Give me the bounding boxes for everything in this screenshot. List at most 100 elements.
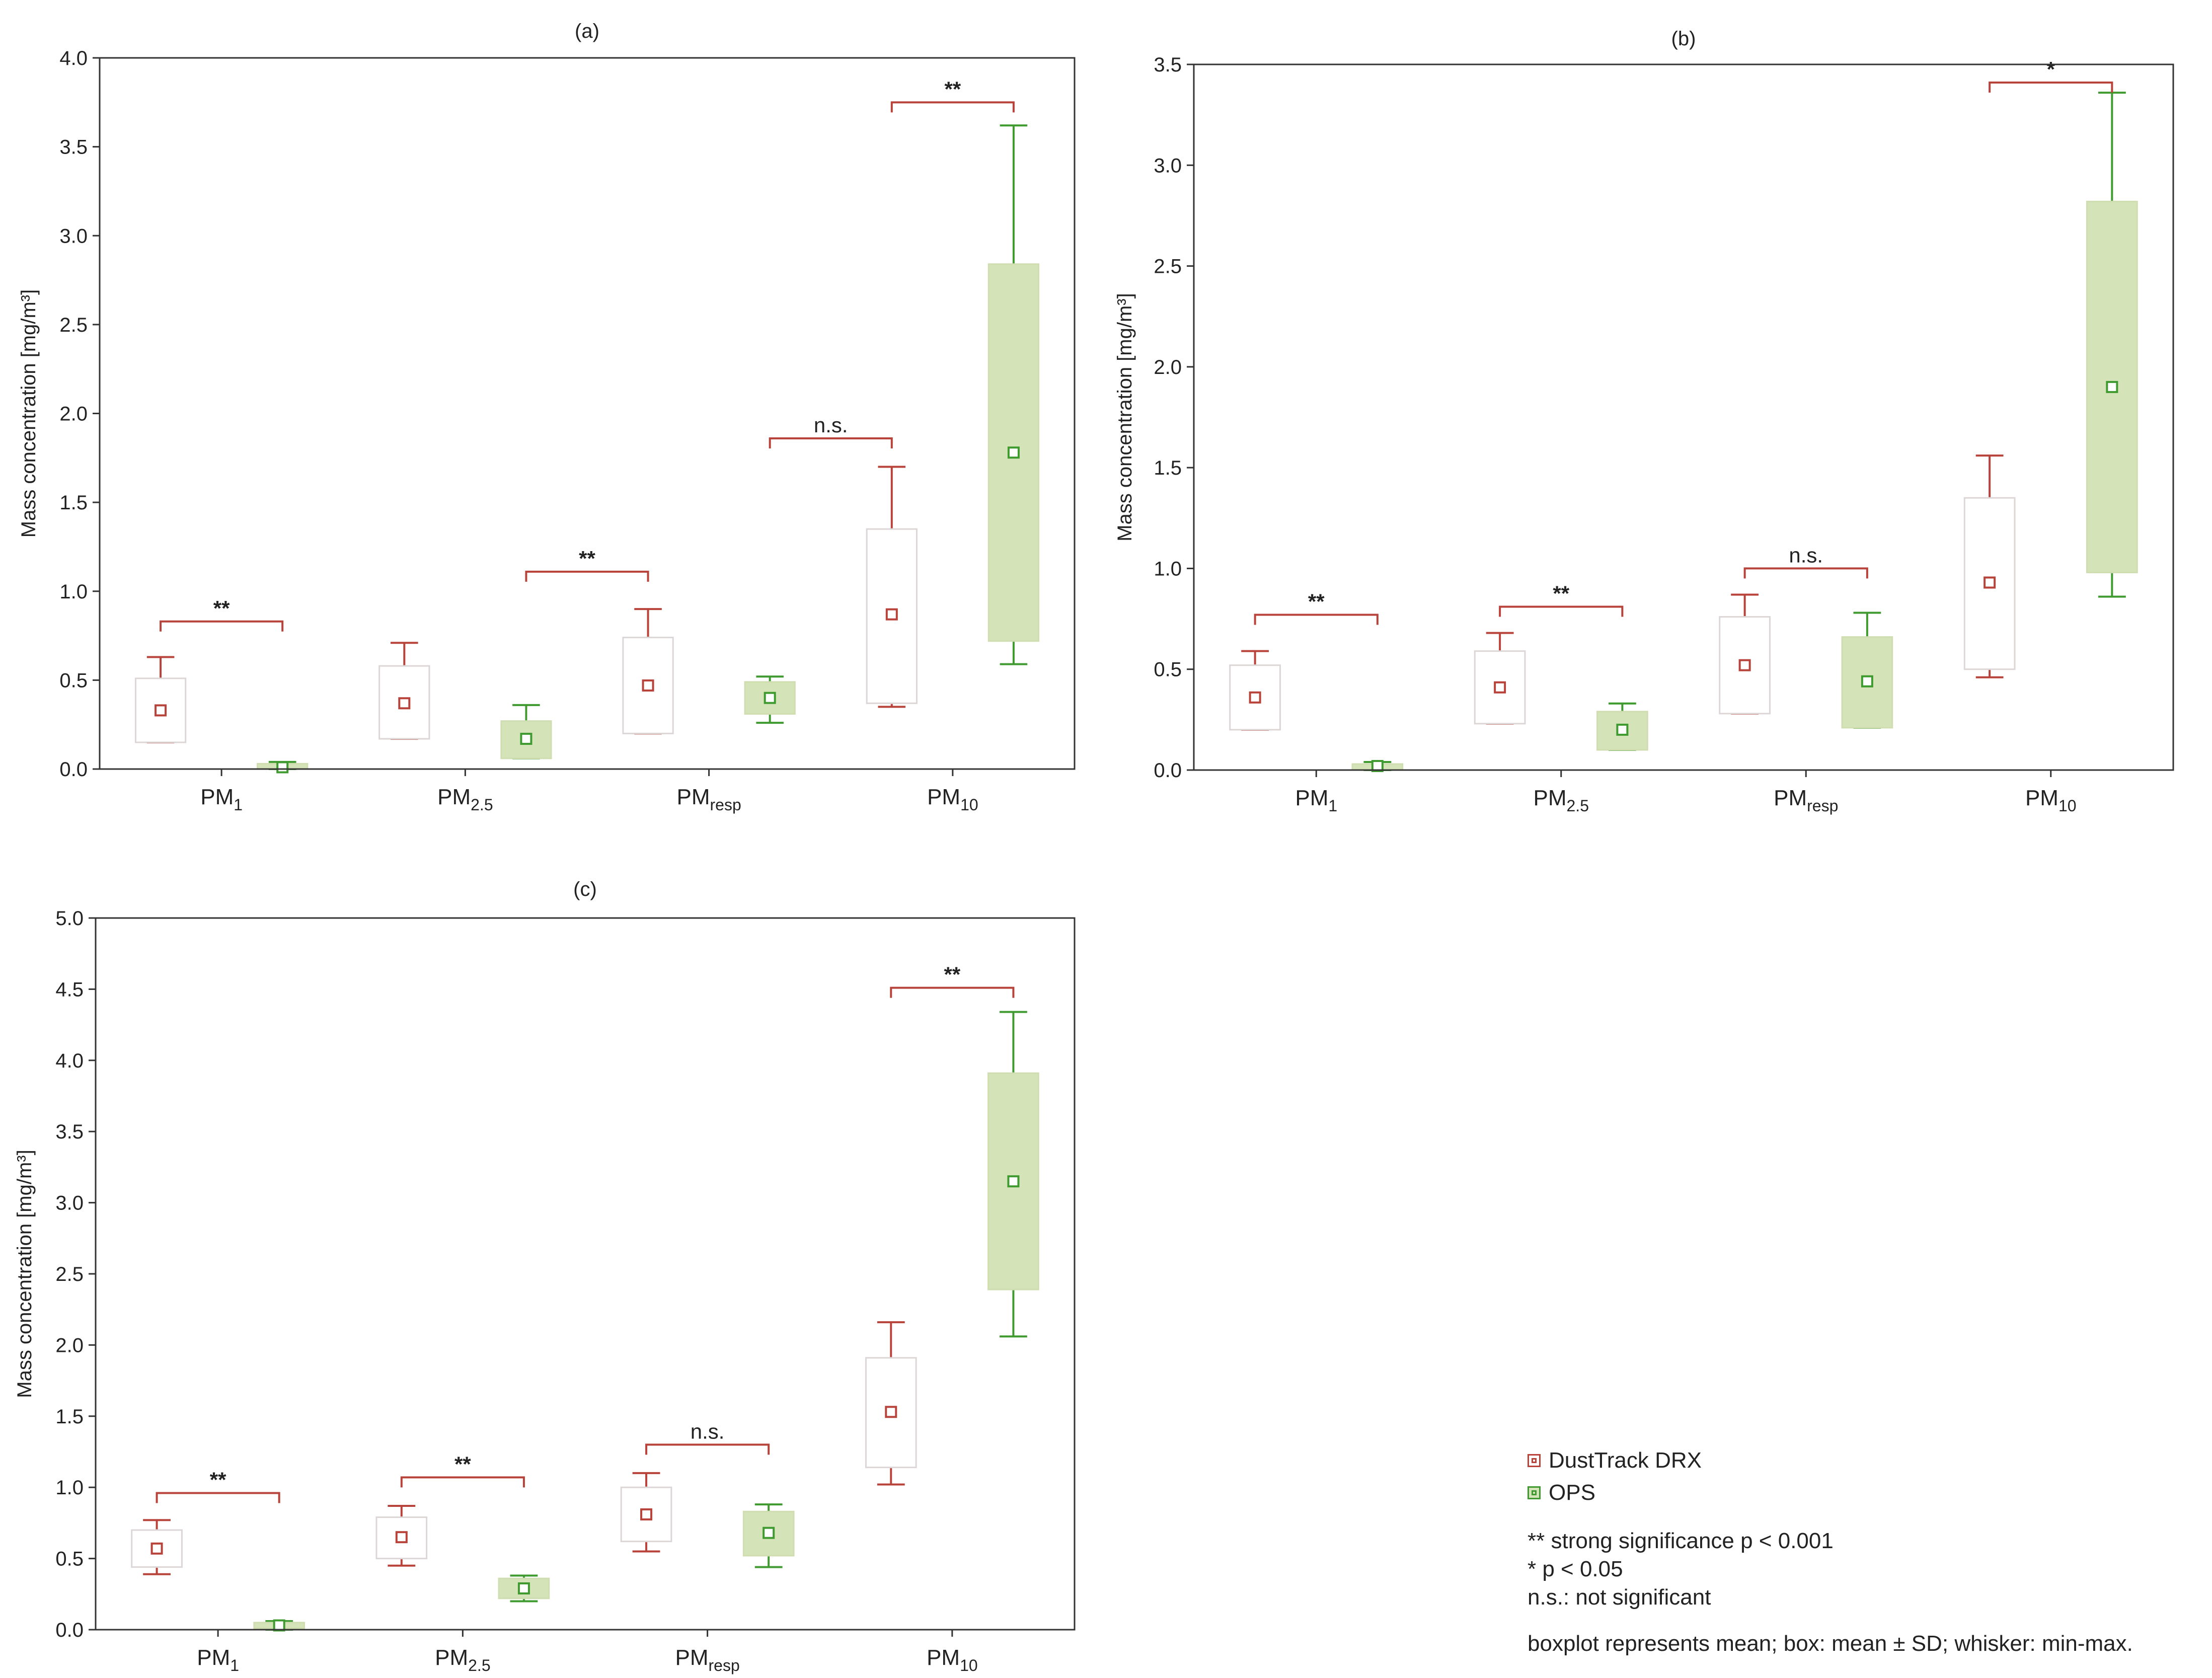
y-tick-label: 3.0 <box>1154 155 1182 177</box>
chart-panel-0: (a) Mass concentration [mg/m³] 0.0 0.5 1.0 1.… <box>18 20 1076 814</box>
y-tick-label: 0.0 <box>55 1619 84 1641</box>
x-tick-label: PMresp <box>1774 786 1838 815</box>
y-axis-label: Mass concentration [mg/m³] <box>1114 293 1136 542</box>
box <box>1841 636 1893 729</box>
legend: DustTrack DRX OPS ** strong significance… <box>1528 1444 2202 1658</box>
significance-bracket <box>769 437 893 448</box>
y-tick-label: 0.0 <box>1154 759 1182 782</box>
x-tick-label: PM1 <box>1295 786 1337 815</box>
significance-bracket <box>890 101 1015 113</box>
plot-frame <box>1193 63 2174 771</box>
mean-marker <box>1984 576 1996 589</box>
mean-marker <box>276 761 289 774</box>
x-tick-label: PMresp <box>677 785 741 814</box>
mean-marker <box>1007 1175 1020 1188</box>
chart-title: (b) <box>1671 28 1696 50</box>
significance-bracket <box>1254 614 1379 625</box>
legend-note-weak: * p < 0.05 <box>1528 1557 1623 1581</box>
legend-swatch-dusttrack <box>1528 1454 1541 1467</box>
y-tick-label: 3.0 <box>59 225 88 247</box>
legend-swatch-ops <box>1528 1486 1541 1499</box>
y-tick-label: 1.0 <box>55 1477 84 1499</box>
significance-bracket <box>525 570 649 582</box>
significance-bracket <box>645 1443 770 1455</box>
mean-marker <box>517 1582 530 1594</box>
mean-marker <box>398 697 411 710</box>
y-axis-label: Mass concentration [mg/m³] <box>18 289 40 538</box>
y-tick-label: 3.5 <box>1154 54 1182 76</box>
mean-marker <box>273 1619 285 1632</box>
significance-bracket <box>160 620 284 632</box>
y-tick-label: 0.0 <box>59 758 88 781</box>
mean-marker <box>150 1542 163 1555</box>
y-tick-label: 1.5 <box>1154 457 1182 479</box>
legend-entry-dusttrack: DustTrack DRX <box>1528 1444 2202 1477</box>
significance-label: * <box>2047 57 2055 81</box>
y-tick-label: 2.0 <box>55 1334 84 1356</box>
mean-marker <box>885 608 898 621</box>
y-tick-label: 2.0 <box>59 403 88 425</box>
chart-title: (c) <box>573 878 597 900</box>
legend-entry-ops: OPS <box>1528 1477 2202 1509</box>
legend-note-boxplot: boxplot represents mean; box: mean ± SD;… <box>1528 1631 2133 1656</box>
significance-bracket <box>1743 567 1868 579</box>
x-tick-label: PM1 <box>200 785 243 814</box>
significance-bracket <box>156 1492 280 1503</box>
mean-marker <box>762 1527 775 1539</box>
y-tick-label: 3.0 <box>55 1192 84 1214</box>
mean-marker <box>764 692 776 704</box>
x-tick-label: PM2.5 <box>435 1645 490 1674</box>
y-tick-label: 2.0 <box>1154 356 1182 378</box>
significance-label: ** <box>944 963 961 986</box>
mean-marker <box>2106 380 2118 393</box>
y-tick-label: 2.5 <box>55 1263 84 1285</box>
x-tick-label: PMresp <box>675 1645 740 1674</box>
chart-panel-1: (b) Mass concentration [mg/m³] 0.0 0.5 1.0 1.… <box>1114 28 2174 815</box>
x-tick-label: PM10 <box>2025 786 2077 815</box>
legend-label-ops: OPS <box>1549 1480 1595 1505</box>
legend-note-ns: n.s.: not significant <box>1528 1585 1711 1610</box>
y-axis-label: Mass concentration [mg/m³] <box>14 1150 36 1398</box>
y-tick-label: 5.0 <box>55 907 84 930</box>
x-tick-label: PM10 <box>927 1645 978 1674</box>
significance-label: ** <box>454 1452 471 1476</box>
mean-marker <box>395 1531 408 1544</box>
mean-marker <box>1494 681 1506 694</box>
y-tick-label: 0.5 <box>1154 659 1182 681</box>
significance-label: n.s. <box>814 413 848 437</box>
significance-bracket <box>400 1476 525 1488</box>
x-tick-label: PM2.5 <box>1534 786 1589 815</box>
significance-bracket <box>1499 605 1624 617</box>
y-tick-label: 3.5 <box>55 1121 84 1143</box>
y-tick-label: 2.5 <box>59 314 88 336</box>
mean-marker <box>1861 675 1873 688</box>
mean-marker <box>1371 759 1384 772</box>
significance-label: n.s. <box>691 1419 725 1443</box>
significance-bracket <box>890 986 1015 998</box>
significance-label: ** <box>1553 582 1569 605</box>
legend-label-dusttrack: DustTrack DRX <box>1549 1448 1702 1473</box>
significance-label: ** <box>579 547 595 570</box>
chart-title: (a) <box>575 20 599 42</box>
mean-marker <box>1738 659 1751 671</box>
x-tick-label: PM10 <box>927 785 978 814</box>
mean-marker <box>520 732 532 745</box>
mean-marker <box>1249 691 1261 704</box>
x-tick-label: PM1 <box>197 1645 239 1674</box>
mean-marker <box>1616 723 1629 736</box>
y-tick-label: 0.5 <box>55 1548 84 1570</box>
x-tick-label: PM2.5 <box>437 785 493 814</box>
significance-label: ** <box>210 1468 226 1492</box>
y-tick-label: 4.0 <box>55 1050 84 1072</box>
significance-label: ** <box>945 77 961 101</box>
mean-marker <box>1007 446 1020 459</box>
y-tick-label: 2.5 <box>1154 256 1182 278</box>
mean-marker <box>885 1406 897 1418</box>
y-tick-label: 4.5 <box>55 978 84 1001</box>
y-tick-label: 1.0 <box>1154 558 1182 580</box>
mean-marker <box>640 1508 653 1520</box>
y-tick-label: 1.5 <box>55 1406 84 1428</box>
mean-marker <box>642 679 654 692</box>
significance-label: ** <box>213 596 230 620</box>
